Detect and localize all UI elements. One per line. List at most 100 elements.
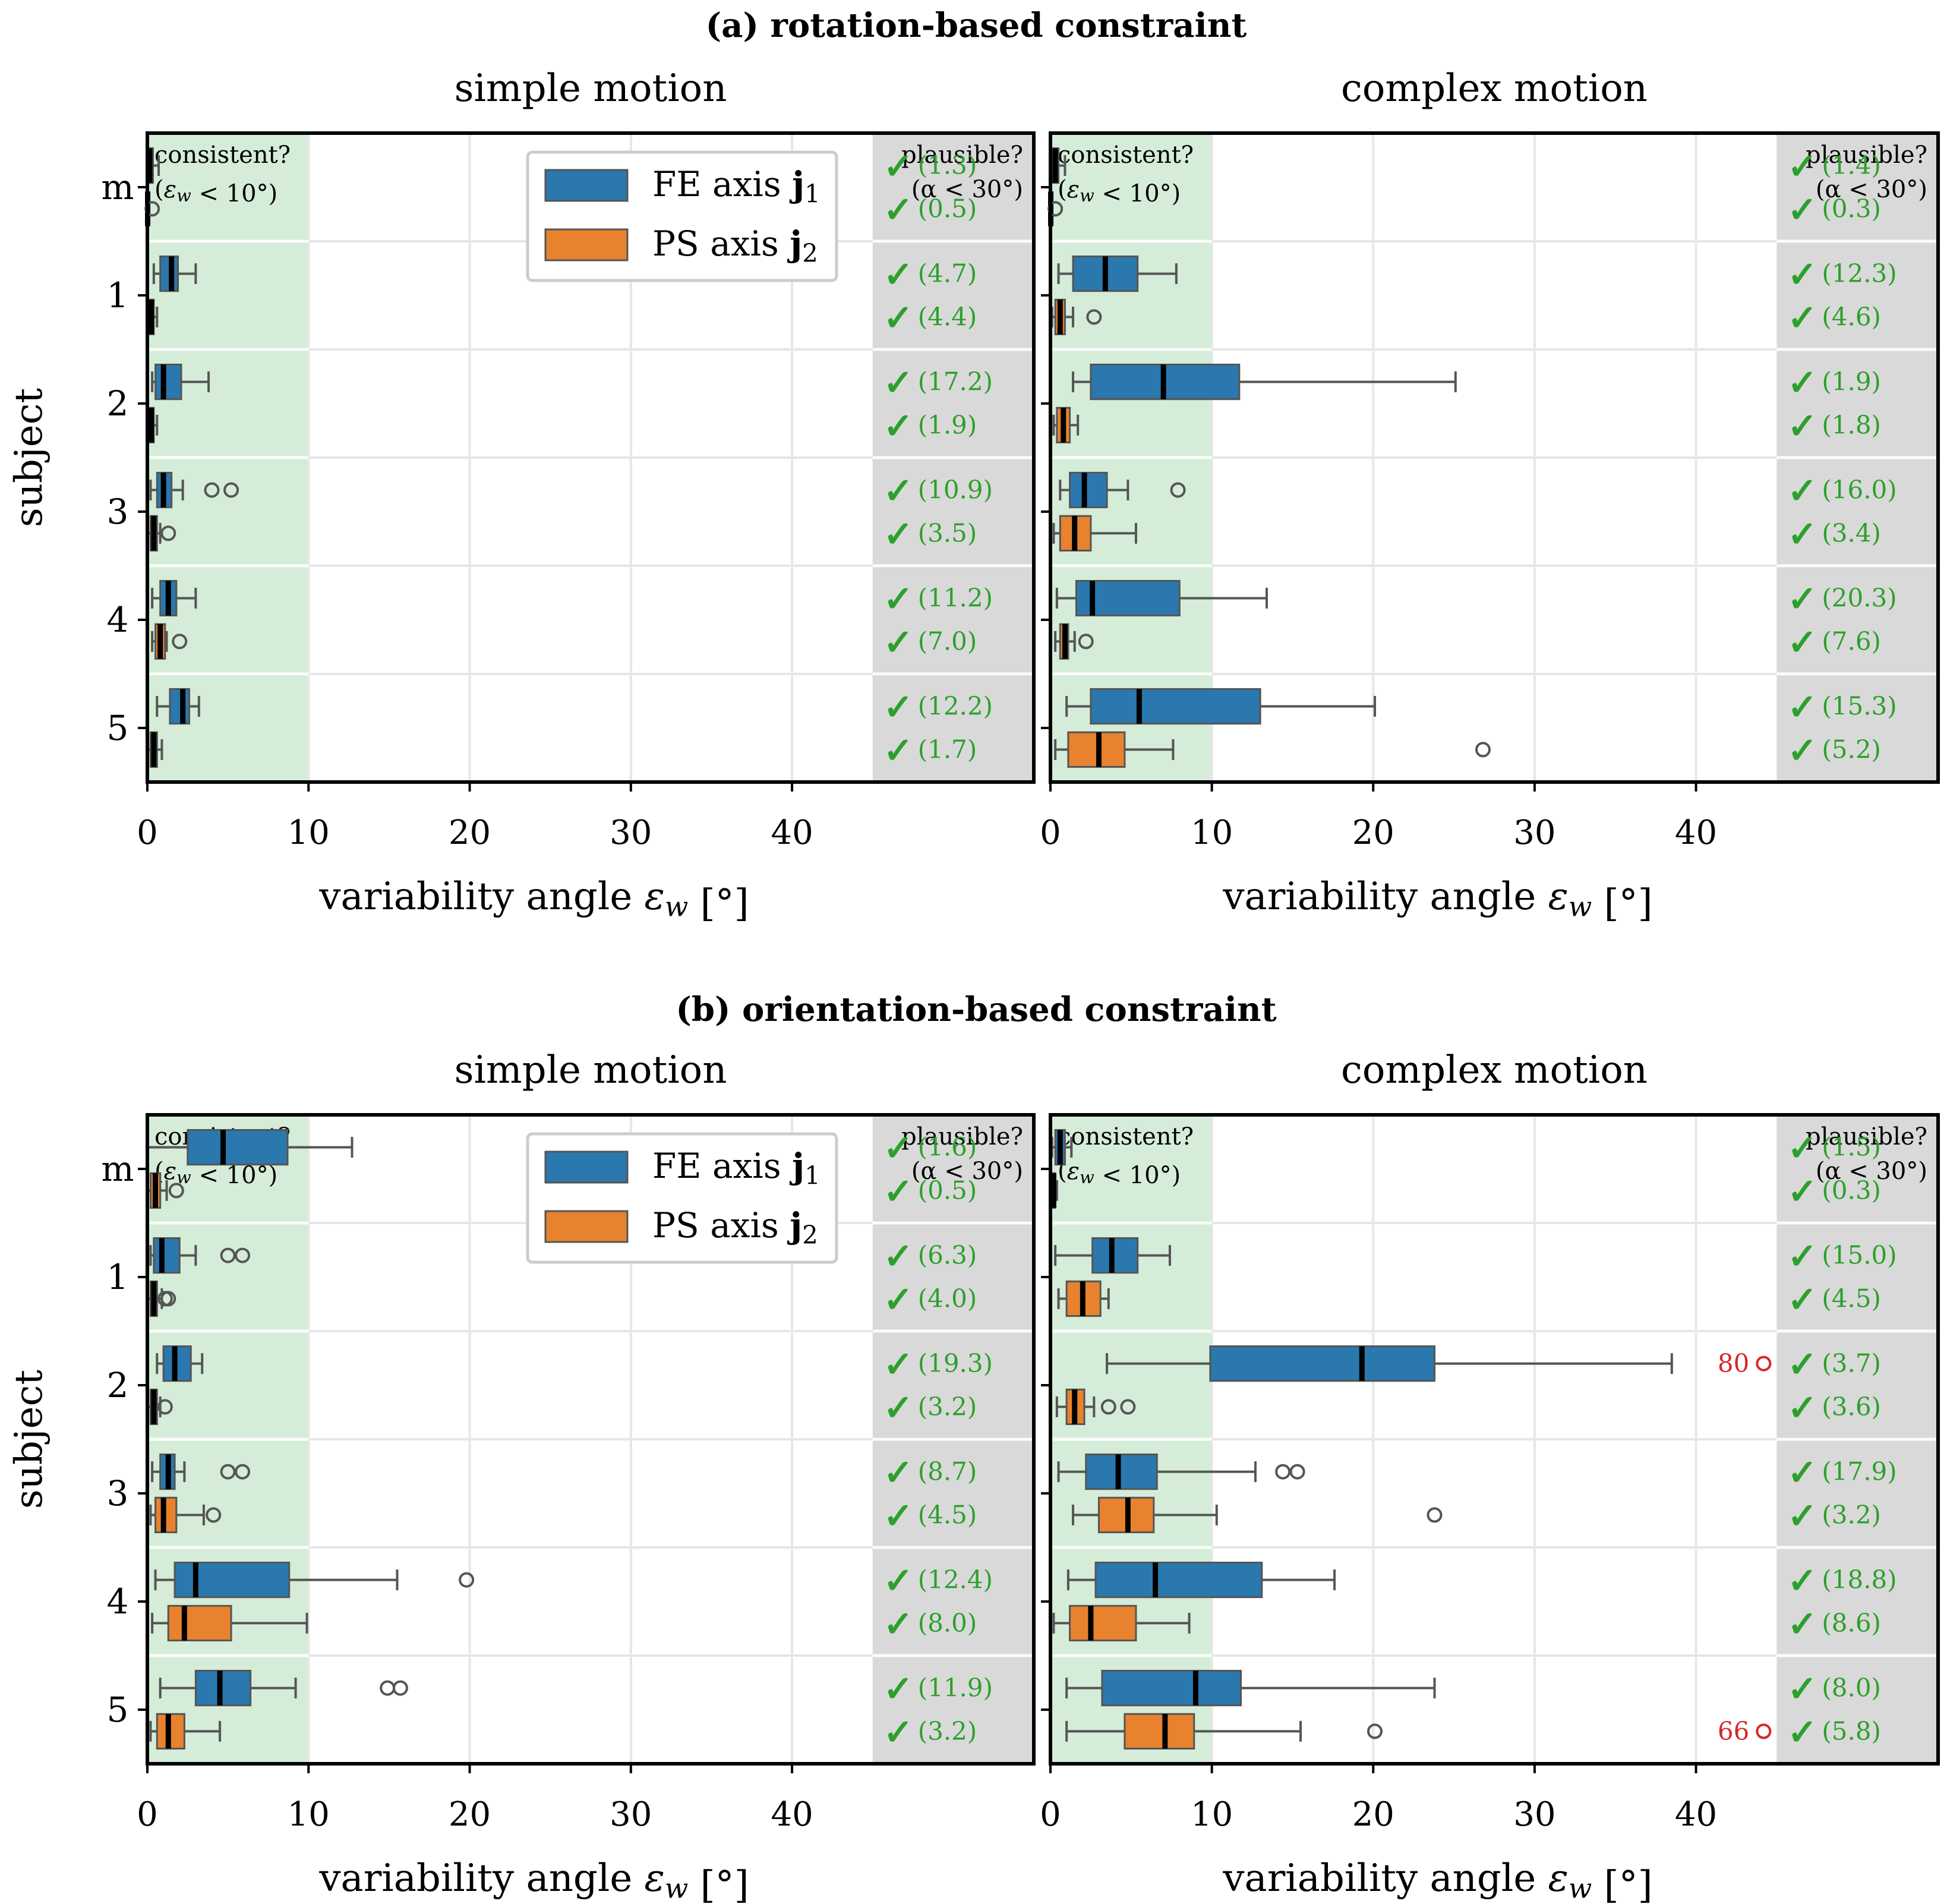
x-tick-label: 0 [137, 814, 158, 852]
plausible-label: plausible? [1806, 1123, 1927, 1150]
plausible-criterion: (α < 30°) [1816, 176, 1927, 203]
x-tick-label: 40 [771, 814, 813, 852]
y-tick-label: 4 [107, 600, 129, 640]
ps-box-4 [1069, 1604, 1137, 1642]
ps-check-icon: ✓ [1787, 1603, 1817, 1645]
fe-check-icon: ✓ [883, 254, 913, 296]
fe-plausibility-2: (3.7) [1822, 1349, 1881, 1378]
panel-subtitle: complex motion [1341, 67, 1648, 111]
fe-plausibility-m: (1.3) [918, 151, 977, 180]
y-axis-label: subject [7, 1370, 51, 1509]
ps-check-icon: ✓ [883, 1171, 913, 1212]
ps-outlier-3 [160, 525, 176, 541]
fe-check-icon: ✓ [883, 1128, 913, 1169]
fe-check-icon: ✓ [883, 1452, 913, 1494]
ps-check-icon: ✓ [883, 405, 913, 447]
fe-outlier-3 [1170, 482, 1186, 498]
x-tick-label: 20 [1352, 814, 1394, 852]
fe-plausibility-m: (1.5) [1822, 1133, 1881, 1162]
fe-check-icon: ✓ [1787, 362, 1817, 404]
fe-check-icon: ✓ [1787, 687, 1817, 729]
legend-ps-label: PS axis j2 [652, 223, 818, 267]
x-tick-label: 40 [1675, 814, 1717, 852]
y-axis-label: subject [7, 388, 51, 528]
legend-ps-label: PS axis j2 [652, 1205, 818, 1249]
consistent-criterion: (εw < 10°) [154, 176, 277, 207]
fe-check-icon: ✓ [883, 1236, 913, 1278]
ps-check-icon: ✓ [1787, 1387, 1817, 1429]
consistent-label: consistent? [1058, 1123, 1194, 1150]
plot-area: simple motion consistent? (εw < 10°) plausi… [7, 67, 1940, 1904]
x-tick-label: 20 [449, 1795, 491, 1834]
panel-subtitle: simple motion [455, 1048, 727, 1092]
overflow-outlier-marker [1756, 1723, 1772, 1739]
axes-frame [146, 131, 1036, 784]
consistent-label: consistent? [1058, 141, 1194, 169]
ps-plausibility-4: (7.6) [1822, 626, 1881, 655]
axes-frame [1049, 1113, 1940, 1766]
x-tick-label: 30 [610, 1795, 652, 1834]
fe-plausibility-1: (4.7) [918, 259, 977, 288]
y-tick-label: 3 [107, 1473, 129, 1514]
ps-check-icon: ✓ [883, 1279, 913, 1320]
fe-plausibility-5: (12.2) [918, 692, 993, 721]
panel-a-simple: simple motion consistent? (εw < 10°) plausi… [7, 67, 1036, 926]
fe-outlier-3 [1289, 1464, 1305, 1480]
fe-outlier-1 [220, 1247, 236, 1263]
plausible-criterion: (α < 30°) [1816, 1158, 1927, 1185]
fe-plausibility-4: (11.2) [918, 584, 993, 613]
fe-outlier-3 [235, 1464, 251, 1480]
fe-check-icon: ✓ [1787, 1236, 1817, 1278]
ps-check-icon: ✓ [883, 297, 913, 339]
overflow-outlier-marker [1756, 1356, 1772, 1372]
x-tick-label: 30 [1513, 814, 1555, 852]
panel-subtitle: complex motion [1341, 1048, 1648, 1092]
y-tick-label: 1 [107, 275, 129, 316]
fe-check-icon: ✓ [883, 687, 913, 729]
ps-check-icon: ✓ [883, 189, 913, 231]
fe-check-icon: ✓ [1787, 146, 1817, 188]
fe-check-icon: ✓ [1787, 1344, 1817, 1386]
ps-plausibility-3: (3.5) [918, 518, 977, 547]
legend-fe-swatch [544, 1150, 629, 1184]
fe-plausibility-3: (10.9) [918, 475, 993, 505]
fe-box-5 [169, 688, 191, 725]
ps-plausibility-5: (1.7) [918, 735, 977, 764]
consistent-criterion: (εw < 10°) [154, 1158, 277, 1189]
fe-check-icon: ✓ [1787, 254, 1817, 296]
ps-check-icon: ✓ [1787, 1711, 1817, 1753]
legend-fe-label: FE axis j1 [652, 1146, 821, 1190]
ps-plausibility-2: (1.8) [1822, 410, 1881, 439]
fe-box-m [187, 1128, 289, 1166]
fe-plausibility-2: (1.9) [1822, 367, 1881, 396]
ps-plausibility-1: (4.5) [1822, 1284, 1881, 1313]
ps-plausibility-1: (4.4) [918, 302, 977, 331]
ps-box-5 [1124, 1713, 1195, 1750]
fe-box-2 [154, 363, 182, 401]
fe-check-icon: ✓ [883, 579, 913, 620]
ps-outlier-4 [172, 633, 188, 650]
plausible-criterion: (α < 30°) [911, 1158, 1023, 1185]
fe-check-icon: ✓ [1787, 1561, 1817, 1602]
ps-outlier-2 [1120, 1399, 1136, 1415]
ps-plausibility-m: (0.5) [918, 194, 977, 223]
ps-outlier-5 [1475, 742, 1491, 758]
ps-check-icon: ✓ [1787, 1495, 1817, 1537]
y-tick-label: 4 [107, 1581, 129, 1622]
ps-outlier-2 [157, 1399, 173, 1415]
fe-check-icon: ✓ [883, 362, 913, 404]
plausible-label: plausible? [1806, 141, 1927, 169]
axes-frame [146, 1113, 1036, 1766]
fe-plausibility-1: (6.3) [918, 1241, 977, 1270]
fe-plausibility-4: (12.4) [918, 1565, 993, 1594]
x-tick-label: 0 [137, 1795, 158, 1834]
fe-check-icon: ✓ [1787, 1669, 1817, 1710]
ps-check-icon: ✓ [883, 730, 913, 771]
ps-plausibility-3: (4.5) [918, 1500, 977, 1529]
fe-box-3 [1069, 471, 1108, 509]
fe-check-icon: ✓ [1787, 1452, 1817, 1494]
fe-plausibility-3: (8.7) [918, 1457, 977, 1486]
x-tick-label: 40 [771, 1795, 813, 1834]
ps-check-icon: ✓ [883, 1387, 913, 1429]
